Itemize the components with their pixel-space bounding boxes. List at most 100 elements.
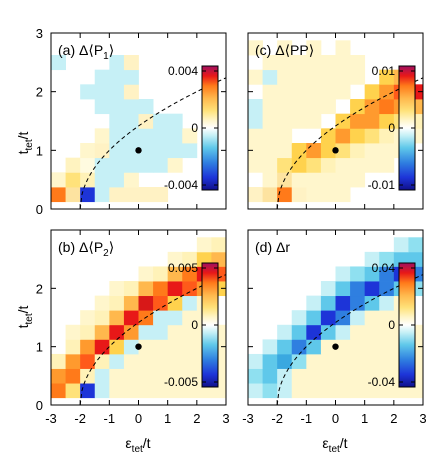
x-tick-label: -2 [271, 411, 283, 426]
heatmap-cell [350, 128, 366, 144]
heatmap-cell [123, 128, 139, 144]
heatmap-cell [248, 69, 263, 85]
heatmap-cell [262, 368, 278, 384]
heatmap-cell [291, 339, 307, 355]
svg-text:ttet/t: ttet/t [15, 305, 35, 328]
heatmap-cell [80, 143, 96, 159]
x-tick-label: 2 [390, 411, 397, 426]
heatmap-cell [350, 295, 366, 311]
x-axis-label-right: εtet/t [322, 435, 347, 455]
heatmap-cell [291, 157, 307, 173]
heatmap-cell [364, 128, 380, 144]
heatmap-cell [94, 353, 110, 369]
heatmap-cell [306, 40, 322, 56]
heatmap-cell [182, 310, 198, 326]
panel-label: (a) [58, 42, 79, 58]
heatmap-cell [248, 368, 263, 384]
heatmap-cell [153, 383, 169, 399]
heatmap-cell [335, 339, 351, 355]
heatmap-cell [123, 99, 139, 115]
heatmap-cell [109, 99, 125, 115]
y-tick-label: 1 [36, 143, 43, 158]
heatmap-cell [167, 310, 183, 326]
panel-quantity: Δ⟨P [79, 42, 103, 58]
heatmap-cell [291, 113, 307, 129]
heatmap-cell [109, 143, 125, 159]
heatmap-cell [65, 172, 81, 188]
heatmap-cell [153, 295, 169, 311]
heatmap-cell [335, 172, 351, 188]
heatmap-cell [65, 353, 81, 369]
heatmap-cell [80, 157, 96, 173]
heatmap-cell [182, 383, 198, 399]
heatmap-cell [94, 157, 110, 173]
heatmap-cell [350, 383, 366, 399]
svg-text:ttet/t: ttet/t [15, 131, 35, 154]
heatmap-cell [262, 128, 278, 144]
heatmap-cell [335, 383, 351, 399]
heatmap-cell [320, 157, 336, 173]
panel-label: (c) [255, 42, 275, 58]
heatmap-cell [379, 99, 395, 115]
heatmap-cell [335, 295, 351, 311]
heatmap-cell [364, 251, 380, 267]
heatmap-cell [94, 187, 110, 203]
heatmap-cell [65, 157, 81, 173]
heatmap-cell [277, 69, 293, 85]
heatmap-cell [320, 383, 336, 399]
heatmap-cell [51, 172, 66, 188]
marker-point [332, 343, 339, 350]
heatmap-cell [153, 143, 169, 159]
heatmap-cell [138, 383, 154, 399]
heatmap-cell [350, 339, 366, 355]
panel-quantity: Δ⟨P [79, 239, 103, 255]
heatmap-cell [167, 383, 183, 399]
heatmap-cell [291, 84, 307, 100]
y-tick-label: 0 [36, 398, 43, 413]
heatmap-cell [306, 383, 322, 399]
heatmap-cell [65, 383, 81, 399]
heatmap-cell [335, 157, 351, 173]
heatmap-cell [109, 383, 125, 399]
colorbar-tick-label: -0.01 [368, 178, 396, 192]
colorbar-tick-label: 0.01 [372, 64, 396, 78]
panel-title: (b) Δ⟨P2⟩ [58, 239, 114, 259]
heatmap-cell [277, 339, 293, 355]
heatmap-cell [109, 128, 125, 144]
heatmap-cell [364, 353, 380, 369]
heatmap-cell [109, 69, 125, 85]
heatmap-cell [123, 368, 139, 384]
heatmap-cell [306, 339, 322, 355]
heatmap-cell [182, 128, 198, 144]
x-tick-label: -3 [242, 411, 254, 426]
heatmap-cell [51, 353, 66, 369]
heatmap-cell [350, 266, 366, 282]
heatmap-cell [379, 251, 395, 267]
heatmap-cell [109, 281, 125, 297]
colorbar-tick-label: 0.004 [168, 64, 198, 78]
heatmap-cell [153, 113, 169, 129]
panel-d: -3 -2 -1 0 1 2 3 (d) Δr 0.04 0 -0.04 [242, 229, 427, 426]
heatmap-cell [123, 172, 139, 188]
heatmap-cell [248, 353, 263, 369]
heatmap-cell [320, 187, 336, 203]
heatmap-cell [153, 266, 169, 282]
heatmap-cell [379, 266, 395, 282]
marker-point [135, 147, 142, 154]
heatmap-cell [306, 353, 322, 369]
heatmap-cell [379, 69, 395, 85]
heatmap-cell [291, 69, 307, 85]
heatmap-cell [167, 266, 183, 282]
heatmap-cell [262, 84, 278, 100]
heatmap-cell [364, 324, 380, 340]
heatmap-cell [350, 172, 366, 188]
heatmap-cell [94, 383, 110, 399]
heatmap-cell [196, 237, 212, 253]
heatmap-cell [182, 324, 198, 340]
heatmap-cell [123, 69, 139, 85]
heatmap-cell [80, 324, 96, 340]
heatmap-cell [248, 157, 263, 173]
heatmap-cell [94, 339, 110, 355]
